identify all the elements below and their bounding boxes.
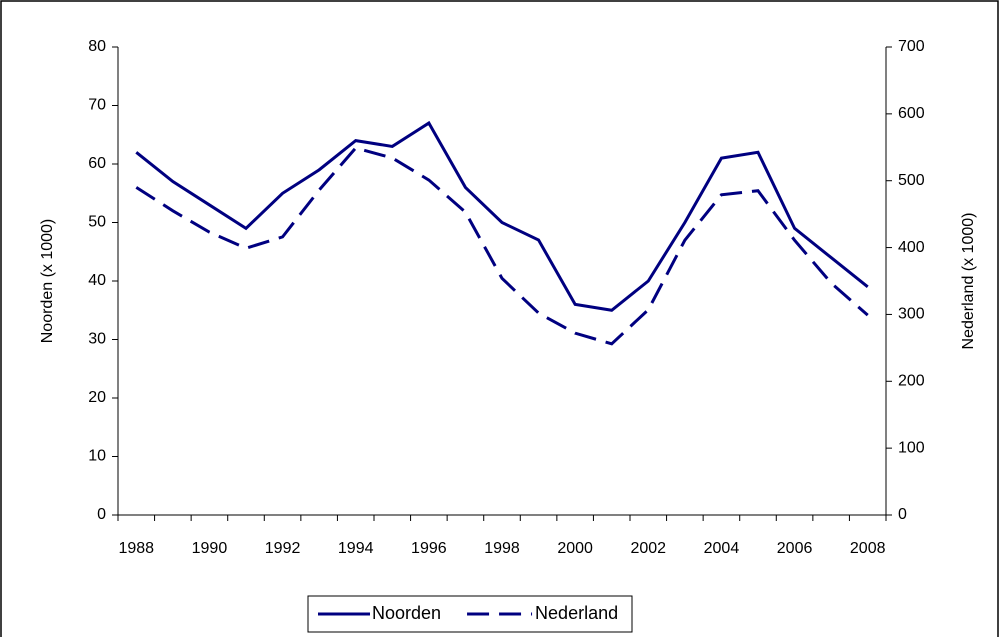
x-tick-label: 2002 [630,540,666,557]
y2-tick-label: 500 [898,172,925,189]
y2-axis-title: Nederland (x 1000) [960,213,977,350]
y-tick-label: 0 [97,506,106,523]
x-tick-label: 1992 [265,540,301,557]
series-line [135,120,869,312]
y2-tick-label: 0 [898,506,907,523]
y-tick-label: 80 [88,38,106,55]
series-line [135,146,869,346]
y2-tick-label: 200 [898,373,925,390]
legend-label: Nederland [535,603,618,623]
y2-tick-label: 700 [898,38,925,55]
x-tick-label: 1998 [484,540,520,557]
x-tick-label: 2004 [704,540,740,557]
x-tick-label: 1988 [118,540,154,557]
y-axis-title: Noorden (x 1000) [39,219,56,344]
x-tick-label: 1994 [338,540,374,557]
x-tick-label: 1996 [411,540,447,557]
y2-tick-label: 100 [898,439,925,456]
y2-tick-label: 400 [898,239,925,256]
y-tick-label: 10 [88,448,106,465]
y-tick-label: 20 [88,389,106,406]
y2-tick-label: 300 [898,306,925,323]
y2-tick-label: 600 [898,105,925,122]
y-tick-label: 30 [88,331,106,348]
x-tick-label: 2006 [777,540,813,557]
y-tick-label: 40 [88,272,106,289]
legend-label: Noorden [372,603,441,623]
x-tick-label: 2000 [557,540,593,557]
y-tick-label: 50 [88,214,106,231]
x-tick-label: 2008 [850,540,886,557]
x-tick-label: 1990 [192,540,228,557]
y-tick-label: 60 [88,155,106,172]
y-tick-label: 70 [88,97,106,114]
